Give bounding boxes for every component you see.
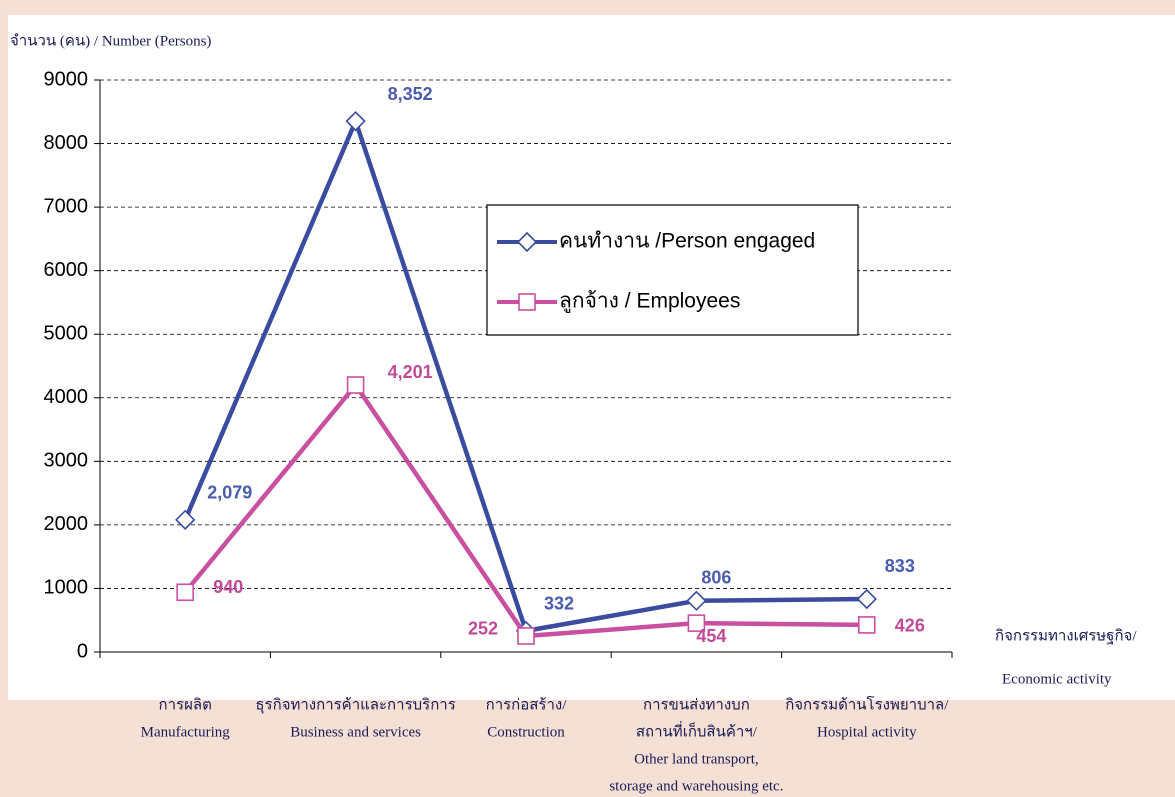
value-label: 4,201 — [388, 362, 433, 382]
x-tick-label: Other land transport, — [634, 751, 759, 767]
marker — [346, 376, 365, 394]
value-label: 806 — [701, 568, 731, 588]
y-tick-label: 9000 — [44, 68, 89, 90]
marker — [516, 231, 538, 253]
y-tick-label: 0 — [77, 640, 88, 662]
marker — [686, 590, 707, 611]
marker — [857, 616, 876, 634]
y-tick-label: 1000 — [44, 577, 89, 599]
value-label: 833 — [885, 556, 915, 576]
y-tick-label: 4000 — [44, 386, 89, 408]
value-label: 940 — [213, 577, 243, 597]
y-tick-label: 5000 — [44, 323, 89, 345]
marker — [856, 588, 877, 610]
legend-label: ลูกจ้าง / Employees — [559, 290, 740, 314]
marker — [517, 627, 535, 645]
value-label: 252 — [468, 619, 498, 639]
value-label: 8,352 — [388, 84, 433, 104]
x-tick-label: Manufacturing — [141, 724, 231, 740]
x-tick-label: การขนส่งทางบก — [643, 697, 750, 713]
marker — [518, 293, 536, 311]
y-axis-label: จำนวน (คน) / Number (Persons) — [10, 32, 211, 49]
y-tick-label: 8000 — [44, 132, 89, 154]
value-label: 2,079 — [207, 483, 252, 503]
marker — [176, 583, 194, 602]
x-tick-label: storage and warehousing etc. — [609, 778, 783, 794]
legend — [486, 204, 859, 336]
y-tick-label: 3000 — [44, 450, 89, 472]
value-label: 426 — [895, 616, 925, 636]
x-tick-label: Business and services — [290, 724, 421, 740]
marker — [687, 614, 706, 632]
value-label: 332 — [544, 594, 574, 614]
y-tick-label: 2000 — [44, 513, 89, 535]
plot-background — [8, 15, 1175, 700]
marker — [175, 509, 196, 530]
x-axis-label: Economic activity — [1002, 671, 1112, 687]
x-tick-label: ธุรกิจทางการค้าและการบริการ — [255, 696, 455, 714]
x-tick-label: Construction — [487, 724, 565, 740]
x-tick-label: สถานที่เก็บสินค้าฯ/ — [636, 720, 758, 740]
x-axis-label: กิจกรรมทางเศรษฐกิจ/ — [995, 627, 1137, 644]
marker — [345, 111, 366, 132]
y-tick-label: 7000 — [44, 195, 89, 217]
value-label: 454 — [696, 626, 726, 646]
x-tick-label: Hospital activity — [817, 724, 917, 740]
x-tick-label: กิจกรรมด้านโรงพยาบาล/ — [785, 695, 949, 713]
y-tick-label: 6000 — [44, 259, 89, 281]
x-tick-label: การผลิต — [159, 696, 212, 713]
x-tick-label: การก่อสร้าง/ — [486, 696, 568, 713]
legend-label: คนทำงาน /Person engaged — [559, 230, 815, 253]
